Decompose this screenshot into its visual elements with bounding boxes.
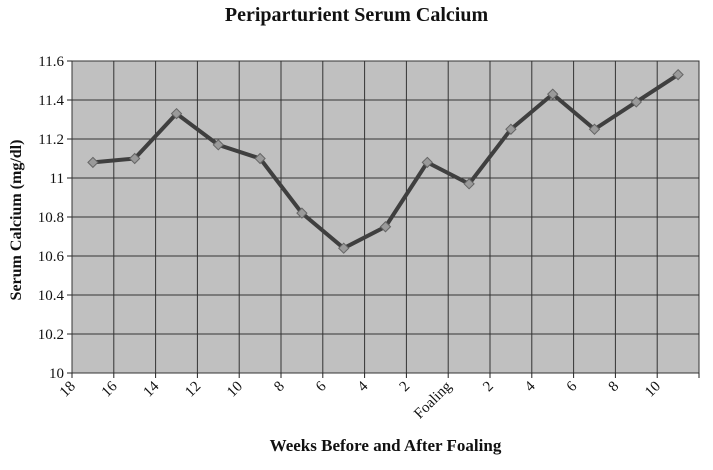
- y-tick-label: 10.6: [38, 249, 65, 265]
- x-tick-label: Foaling: [411, 378, 455, 422]
- x-tick-label: 12: [182, 379, 204, 401]
- y-tick-label: 11.4: [38, 93, 64, 109]
- x-axis-title: Weeks Before and After Foaling: [269, 436, 502, 455]
- data-point: [546, 88, 559, 100]
- x-tick-label: 14: [141, 378, 163, 400]
- data-point: [87, 156, 99, 169]
- y-tick-label: 10.4: [38, 288, 65, 304]
- y-tick-label: 10.2: [38, 327, 64, 343]
- x-tick-label: 2: [397, 379, 414, 396]
- y-tick-label: 11.2: [38, 132, 64, 148]
- x-tick-label: 4: [355, 378, 372, 395]
- x-tick-label: 4: [522, 378, 539, 395]
- y-tick-label: 11.6: [38, 54, 64, 70]
- y-tick-label: 10.8: [38, 210, 64, 226]
- data-point: [505, 123, 517, 135]
- data-point: [170, 107, 183, 120]
- x-tick-label: 6: [564, 378, 581, 395]
- x-tick-label: 2: [480, 379, 497, 396]
- data-point: [672, 68, 684, 81]
- x-tick-label: 10: [224, 379, 246, 401]
- y-tick-label: 11: [50, 171, 64, 187]
- data-point: [463, 178, 475, 190]
- data-point: [379, 221, 392, 233]
- data-point: [296, 207, 308, 219]
- data-point: [630, 96, 643, 108]
- data-point: [588, 123, 601, 135]
- data-point: [212, 139, 225, 151]
- data-point: [128, 152, 141, 165]
- data-point: [337, 242, 350, 254]
- x-tick-label: 8: [606, 379, 623, 396]
- data-point: [254, 152, 266, 165]
- x-tick-label: 16: [99, 378, 121, 400]
- chart-title: Periparturient Serum Calcium: [224, 4, 489, 26]
- x-tick-label: 10: [642, 379, 664, 401]
- data-point: [421, 156, 434, 169]
- y-tick-label: 10: [49, 366, 64, 382]
- x-tick-label: 6: [313, 378, 330, 395]
- x-tick-label: 8: [271, 379, 288, 396]
